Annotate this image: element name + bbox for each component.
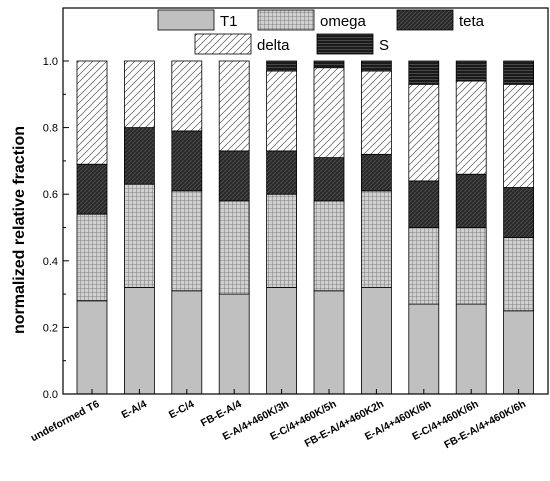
plot-area: 0.0 0.2 0.4 0.6 0.8 1.0 undeformed T6 E-A/4 E-C/…	[29, 7, 549, 451]
bar-segment-teta-3	[171, 130, 203, 192]
bar-segment-t1-10	[503, 310, 535, 395]
legend-item-s: S	[316, 33, 389, 55]
legend-swatch-omega	[257, 9, 315, 31]
bar-segment-t1-2	[124, 286, 155, 395]
bar-segment-delta-2	[124, 60, 155, 128]
bar-segment-s-10	[503, 60, 535, 85]
bar-segment-teta-5	[266, 150, 298, 195]
bar-segment-delta-7	[360, 70, 392, 155]
bar-segment-delta-6	[313, 67, 345, 158]
bar-segment-teta-4	[218, 150, 250, 202]
bar-segment-s-8	[408, 60, 440, 85]
y-tick-label-1.0: 1.0	[43, 56, 58, 68]
bar-segment-omega-7	[360, 190, 392, 288]
legend-item-t1: T1	[157, 9, 238, 31]
legend-label-s: S	[379, 37, 389, 54]
plot-frame	[62, 7, 549, 395]
y-tick-label-0.6: 0.6	[43, 189, 58, 201]
legend-swatch-delta	[194, 33, 252, 55]
x-tick-label-1: undeformed T6	[29, 398, 102, 444]
bar-segment-omega-4	[218, 200, 250, 295]
bar-segment-delta-3	[171, 60, 203, 132]
bar-segment-teta-1	[76, 163, 108, 215]
x-tick-label-10: FB-E-A/4+460K/6h	[442, 398, 528, 451]
bar-segment-s-9	[455, 60, 487, 82]
legend-label-teta: teta	[459, 13, 485, 30]
legend-swatch-s	[316, 33, 374, 55]
legend-label-delta: delta	[257, 37, 290, 54]
bar-segment-t1-6	[313, 290, 345, 395]
legend-item-omega: omega	[257, 9, 367, 31]
y-tick-label-0.8: 0.8	[43, 123, 58, 135]
y-tick-label-0.0: 0.0	[43, 389, 58, 401]
bar-segment-t1-5	[266, 286, 298, 395]
bar-segment-omega-5	[266, 193, 298, 288]
legend-label-t1: T1	[220, 13, 238, 30]
y-tick-label-0.4: 0.4	[43, 256, 58, 268]
bar-segment-delta-1	[76, 60, 108, 165]
bar-segment-delta-5	[266, 70, 298, 152]
bar-segment-t1-8	[408, 303, 440, 395]
bar-segment-teta-8	[408, 180, 440, 228]
legend-swatch-teta	[396, 9, 454, 31]
legend-swatch-t1	[157, 9, 215, 31]
bar-segment-delta-8	[408, 83, 440, 182]
x-tick-label-3: E-C/4	[167, 398, 196, 421]
bar-segment-teta-9	[455, 173, 487, 228]
bar-segment-omega-1	[76, 213, 108, 302]
y-axis-title: normalized relative fraction	[11, 126, 28, 334]
bar-segment-s-7	[360, 60, 392, 72]
bar-segment-teta-7	[360, 153, 392, 192]
bar-segment-omega-8	[408, 227, 440, 305]
bar-segment-teta-10	[503, 187, 535, 238]
bar-segment-t1-9	[455, 303, 487, 395]
x-tick-label-2: E-A/4	[119, 398, 148, 421]
bar-segment-s-6	[313, 60, 345, 69]
bar-segment-t1-4	[218, 293, 250, 395]
bar-segment-delta-10	[503, 83, 535, 188]
bar-segment-teta-6	[313, 157, 345, 202]
bar-segment-t1-7	[360, 286, 392, 395]
bar-segment-omega-6	[313, 200, 345, 292]
bar-segment-delta-9	[455, 80, 487, 175]
bar-segment-delta-4	[218, 60, 250, 152]
y-tick-label-0.2: 0.2	[43, 322, 58, 334]
bar-segment-t1-1	[76, 300, 108, 395]
legend: T1 omega teta delta S	[157, 9, 485, 55]
x-tick-label-7: FB-E-A/4+460K2h	[303, 398, 386, 450]
legend-label-omega: omega	[320, 13, 367, 30]
bar-segment-t1-3	[171, 290, 203, 395]
bar-segment-omega-2	[124, 183, 155, 288]
legend-item-teta: teta	[396, 9, 485, 31]
bar-segment-omega-10	[503, 237, 535, 312]
bar-segment-s-5	[266, 60, 298, 72]
bar-segment-teta-2	[124, 127, 155, 185]
bar-segment-omega-3	[171, 190, 203, 292]
legend-item-delta: delta	[194, 33, 290, 55]
bar-segment-omega-9	[455, 227, 487, 305]
